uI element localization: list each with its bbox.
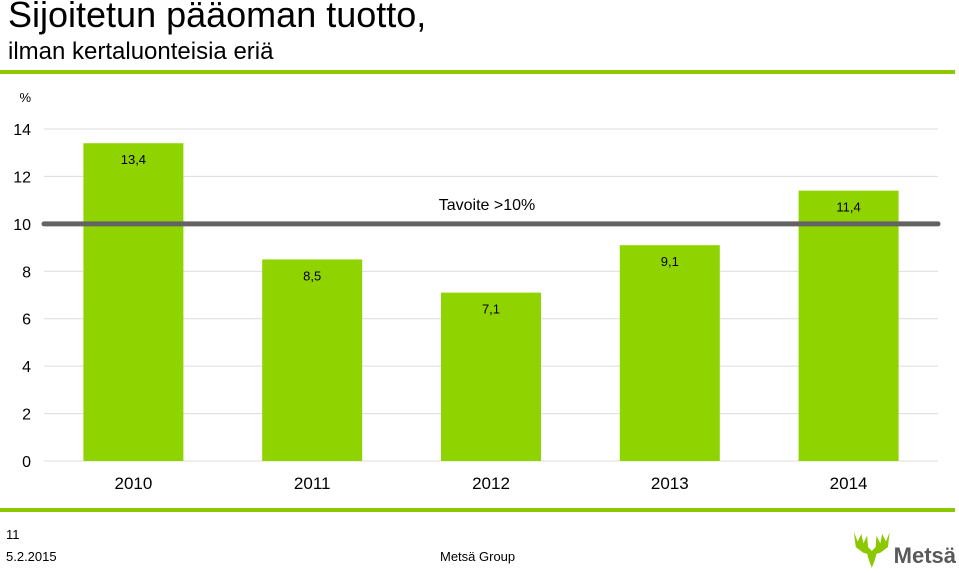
x-tick-label-2011: 2011 xyxy=(294,474,331,493)
y-tick-label-10: 10 xyxy=(13,217,31,234)
bar-2012 xyxy=(441,292,541,461)
page-number: 11 xyxy=(6,527,20,542)
target-label: Tavoite >10% xyxy=(439,197,536,214)
value-label-2011: 8,5 xyxy=(303,268,321,283)
y-tick-label-2: 2 xyxy=(22,407,31,424)
bottom-accent-rule xyxy=(0,508,955,512)
slide-title: Sijoitetun pääoman tuotto, xyxy=(8,0,427,35)
value-label-2014: 11,4 xyxy=(836,200,860,215)
bar-2014 xyxy=(798,190,899,461)
y-axis-label: % xyxy=(19,90,31,105)
y-tick-label-0: 0 xyxy=(22,454,31,471)
y-tick-label-8: 8 xyxy=(22,264,31,281)
x-tick-label-2010: 2010 xyxy=(114,474,152,493)
value-label-2010: 13,4 xyxy=(121,152,146,167)
y-tick-label-14: 14 xyxy=(13,122,31,139)
y-tick-label-6: 6 xyxy=(22,312,31,329)
y-tick-label-12: 12 xyxy=(13,169,31,186)
x-tick-label-2013: 2013 xyxy=(651,474,689,493)
logo-text: Metsä xyxy=(893,543,956,568)
slide-subtitle: ilman kertaluonteisia eriä xyxy=(8,38,274,65)
bar-2010 xyxy=(83,143,184,461)
x-tick-label-2014: 2014 xyxy=(830,474,868,493)
footer-date: 5.2.2015 xyxy=(6,549,57,564)
value-label-2012: 7,1 xyxy=(482,302,500,317)
value-label-2013: 9,1 xyxy=(661,254,679,269)
bar-chart: 0 2 4 6 8 10 12 14% Tavoite >10% 13,4 8,5 7,1 9,1 11,… xyxy=(13,90,941,493)
bar-2011 xyxy=(262,259,363,461)
company-logo: Metsä xyxy=(852,525,956,571)
bar-2013 xyxy=(619,245,720,461)
top-accent-rule xyxy=(0,70,955,74)
footer-company: Metsä Group xyxy=(440,549,516,564)
x-tick-label-2012: 2012 xyxy=(472,474,510,493)
moose-antler-icon xyxy=(853,532,890,568)
y-tick-label-4: 4 xyxy=(22,359,31,376)
